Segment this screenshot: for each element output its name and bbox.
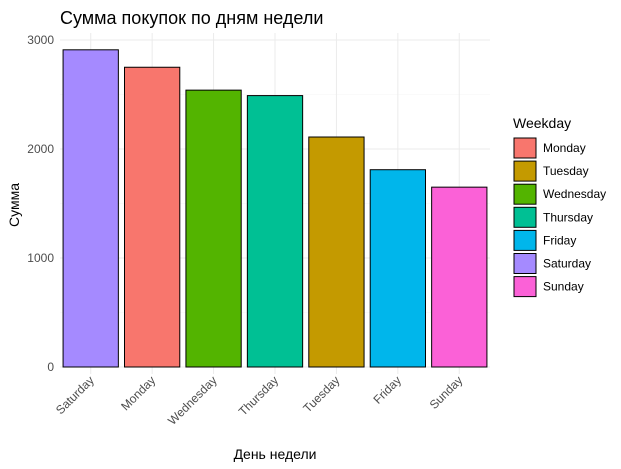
- bar-thursday: [246, 95, 304, 368]
- legend-label: Sunday: [543, 280, 584, 294]
- legend-label: Saturday: [543, 257, 591, 271]
- legend-label: Tuesday: [543, 164, 589, 178]
- y-tick-label: 2000: [27, 142, 54, 156]
- y-tick-label: 1000: [27, 251, 54, 265]
- x-tick-label: Monday: [118, 373, 158, 413]
- legend-title: Weekday: [513, 115, 571, 131]
- legend-key-saturday: [513, 253, 537, 274]
- y-axis-title: Сумма: [6, 183, 22, 227]
- x-tick-label: Saturday: [53, 373, 97, 417]
- bar-monday: [124, 66, 181, 368]
- bar-tuesday: [308, 136, 365, 368]
- legend-label: Friday: [543, 233, 576, 247]
- bar-saturday: [62, 49, 119, 368]
- legend-label: Wednesday: [543, 187, 606, 201]
- x-axis-title: День недели: [234, 446, 317, 462]
- x-tick-label: Friday: [371, 373, 404, 406]
- bar-wednesday: [185, 89, 242, 368]
- y-tick-label: 3000: [27, 33, 54, 47]
- legend-key-thursday: [513, 206, 537, 228]
- chart-title: Сумма покупок по дням недели: [60, 8, 323, 28]
- x-tick-label: Tuesday: [300, 373, 342, 415]
- bar-sunday: [431, 186, 488, 368]
- legend: Weekday Monday Tuesday Wednesday Thursday Fr…: [513, 115, 606, 298]
- y-tick-label: 0: [47, 360, 54, 374]
- bar-friday: [369, 169, 427, 368]
- y-axis-ticks: 0 1000 2000 3000: [27, 33, 54, 374]
- x-axis-ticks: Saturday Monday Wednesday Thursday Tuesday Fr…: [53, 373, 465, 428]
- x-tick-label: Sunday: [427, 373, 466, 412]
- legend-key-monday: [513, 137, 537, 159]
- legend-key-tuesday: [513, 160, 537, 182]
- legend-key-sunday: [513, 276, 537, 298]
- legend-label: Thursday: [543, 210, 593, 224]
- x-tick-label: Thursday: [236, 373, 281, 418]
- x-tick-label: Wednesday: [165, 373, 220, 428]
- legend-key-friday: [513, 229, 537, 251]
- bars: [62, 49, 488, 368]
- legend-label: Monday: [543, 141, 586, 155]
- legend-key-wednesday: [513, 183, 537, 205]
